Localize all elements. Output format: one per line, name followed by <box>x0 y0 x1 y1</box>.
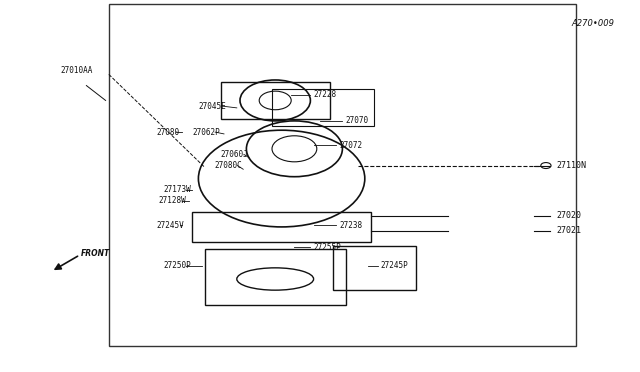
Text: 27110N: 27110N <box>557 161 587 170</box>
Text: 27255P: 27255P <box>314 243 341 252</box>
Text: 27245P: 27245P <box>381 262 408 270</box>
Text: 27060J: 27060J <box>221 150 248 159</box>
Text: 27062P: 27062P <box>192 128 220 137</box>
Text: 27128W: 27128W <box>159 196 186 205</box>
Text: 27070: 27070 <box>346 116 369 125</box>
Text: A270•009: A270•009 <box>572 19 614 28</box>
Text: 27080: 27080 <box>157 128 180 137</box>
Text: 27250P: 27250P <box>163 262 191 270</box>
Text: 27072: 27072 <box>339 141 362 150</box>
Text: 27173W: 27173W <box>163 185 191 194</box>
Text: 27228: 27228 <box>314 90 337 99</box>
Text: 27080C: 27080C <box>214 161 242 170</box>
Text: 27010AA: 27010AA <box>61 66 93 75</box>
Text: 27021: 27021 <box>557 226 582 235</box>
Text: 27238: 27238 <box>339 221 362 230</box>
Text: FRONT: FRONT <box>81 249 111 258</box>
Text: 27020: 27020 <box>557 211 582 220</box>
Text: 27245V: 27245V <box>157 221 184 230</box>
Text: 27045E: 27045E <box>198 102 226 110</box>
